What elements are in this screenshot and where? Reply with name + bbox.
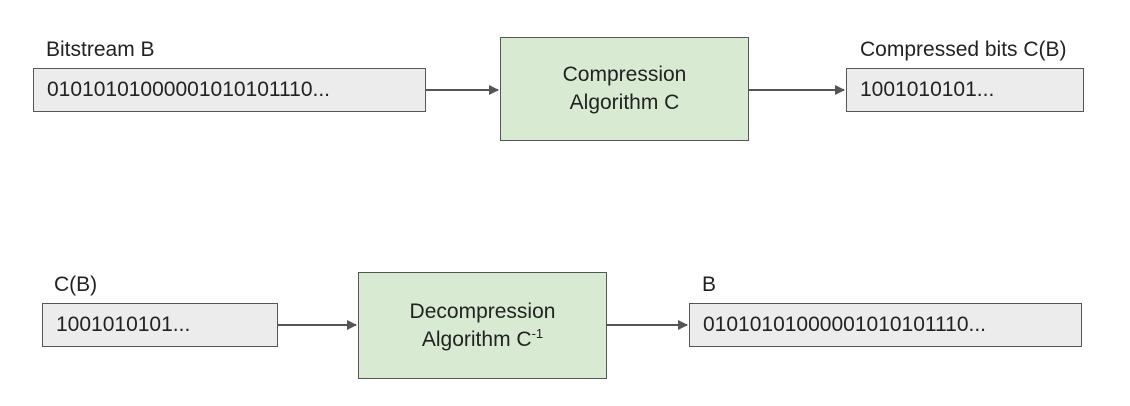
- cb-input-text: 1001010101...: [56, 313, 191, 336]
- cb-label: C(B): [54, 273, 98, 296]
- algo-line2: Algorithm C-1: [422, 326, 543, 354]
- b-output-label: B: [702, 273, 717, 296]
- b-output-box: 01010101000001010101110...: [689, 303, 1082, 347]
- algo-line2-text: Algorithm C: [421, 327, 532, 351]
- algo-line1: Compression: [562, 63, 687, 86]
- algo-line2: Algorithm C: [569, 91, 680, 114]
- compressed-bits-box: 1001010101...: [846, 68, 1084, 112]
- cb-input-box: 1001010101...: [42, 303, 278, 347]
- inverse-superscript: -1: [531, 325, 544, 341]
- input-bits-text: 01010101000001010101110...: [47, 78, 331, 101]
- algo-line1: Decompression: [409, 299, 556, 323]
- decompression-algorithm-box: Decompression Algorithm C-1: [358, 272, 607, 379]
- b-output-text: 01010101000001010101110...: [703, 313, 987, 336]
- compressed-bits-text: 1001010101...: [860, 78, 995, 101]
- bitstream-b-label: Bitstream B: [46, 38, 155, 61]
- compressed-bits-label: Compressed bits C(B): [860, 38, 1067, 61]
- input-bitstream-box: 01010101000001010101110...: [33, 68, 426, 112]
- compression-algorithm-box: Compression Algorithm C: [500, 37, 749, 141]
